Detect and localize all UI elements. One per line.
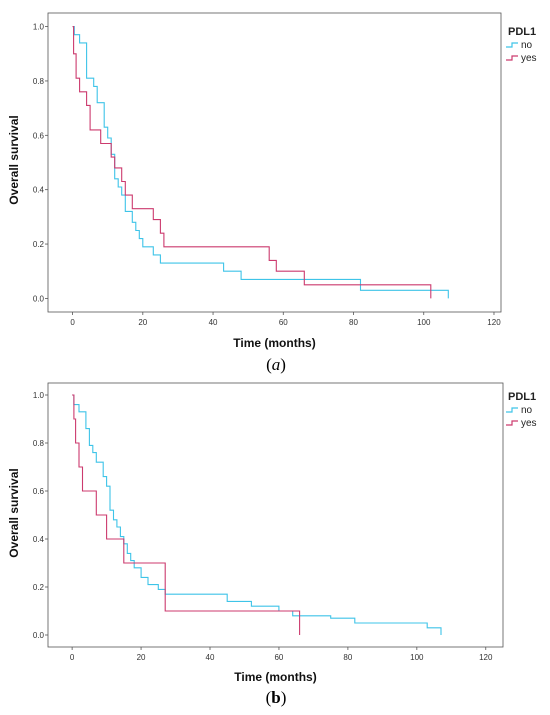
chart-panel-a: 0 20 40 60 80 100 120 0.0 0.2 0.4 0.6 0.8 1.0 Time (m… [7,12,537,374]
survival-curve-no [72,394,442,635]
x-tick-label: 60 [274,653,283,662]
survival-curve-yes [72,26,432,299]
x-tick-label: 80 [343,653,352,662]
y-tick-label: 0.4 [33,535,45,544]
x-tick-label: 40 [206,653,215,662]
y-tick-label: 0.6 [33,131,45,140]
x-tick-label: 20 [137,653,146,662]
survival-curve-no [72,26,449,299]
y-tick-label: 0.2 [33,240,45,249]
x-tick-label: 120 [487,318,501,327]
panel-label-b: b [271,688,281,707]
panel-label-a: a [271,355,281,374]
x-tick-label: 60 [279,318,288,327]
legend-title: PDL1 [508,391,536,403]
y-tick-label: 0.6 [33,487,45,496]
y-tick-label: 0.8 [33,77,45,86]
legend-label-yes: yes [521,53,537,64]
y-axis-title: Overall survival [7,115,21,204]
plot-frame [47,12,502,313]
x-tick-label: 80 [349,318,358,327]
y-tick-label: 0.2 [33,583,45,592]
survival-curve-yes [72,394,301,635]
y-tick-label: 1.0 [33,391,45,400]
survival-chart-b: 0 20 40 60 80 100 120 0.0 0.2 0.4 0.6 0.8 1.0 Time (m… [7,382,537,684]
y-tick-label: 0.0 [33,294,45,303]
y-tick-label: 0.0 [33,631,45,640]
y-axis-title: Overall survival [7,468,21,557]
y-tick-label: 1.0 [33,23,45,32]
y-tick-label: 0.8 [33,439,45,448]
plot-frame [47,382,504,648]
panel-caption-b: (b) [265,688,287,707]
legend-label-no: no [521,40,533,51]
legend: PDL1 no yes [506,391,537,429]
x-tick-label: 0 [70,318,75,327]
legend-label-no: no [521,405,533,416]
x-axis-title: Time (months) [233,336,315,350]
x-tick-label: 0 [70,653,75,662]
legend-label-yes: yes [521,418,537,429]
legend: PDL1 no yes [506,26,537,64]
x-tick-label: 100 [417,318,431,327]
panel-caption-a: (a) [266,355,286,374]
legend-swatch-no [506,42,518,48]
x-tick-label: 120 [479,653,493,662]
x-tick-label: 20 [138,318,147,327]
survival-chart-a: 0 20 40 60 80 100 120 0.0 0.2 0.4 0.6 0.8 1.0 Time (m… [7,12,537,350]
legend-swatch-no [506,407,518,413]
x-tick-label: 40 [209,318,218,327]
chart-panel-b: 0 20 40 60 80 100 120 0.0 0.2 0.4 0.6 0.8 1.0 Time (m… [0,365,550,715]
x-tick-label: 100 [410,653,424,662]
legend-title: PDL1 [508,26,536,38]
legend-swatch-yes [506,55,518,61]
x-axis-title: Time (months) [234,670,316,684]
legend-swatch-yes [506,420,518,426]
y-tick-label: 0.4 [33,186,45,195]
